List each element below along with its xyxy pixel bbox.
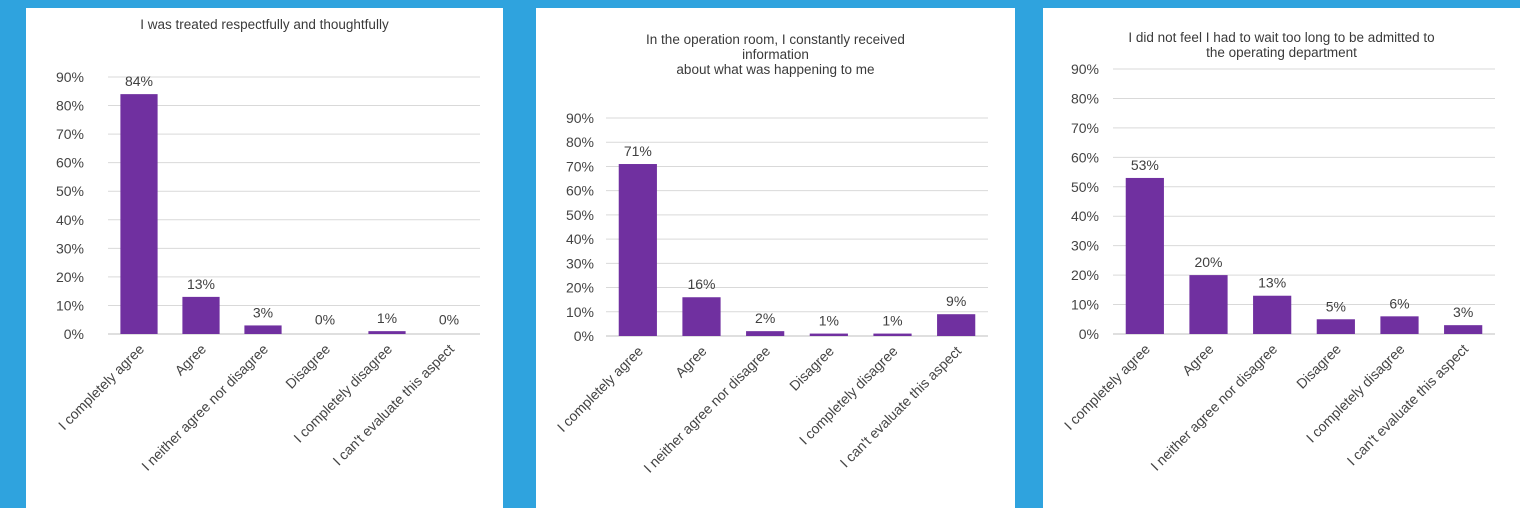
data-label: 71% xyxy=(624,143,652,159)
y-tick-label: 50% xyxy=(56,183,84,199)
data-label: 53% xyxy=(1131,157,1159,173)
y-tick-label: 60% xyxy=(56,155,84,171)
data-label: 1% xyxy=(882,313,902,329)
bar-chart-information: In the operation room, I constantly rece… xyxy=(554,32,988,476)
y-tick-label: 30% xyxy=(56,240,84,256)
data-label: 6% xyxy=(1389,295,1409,311)
x-category-label: I completely agree xyxy=(55,341,147,433)
data-label: 0% xyxy=(315,312,335,328)
data-label: 9% xyxy=(946,293,966,309)
bar-4 xyxy=(1316,319,1355,334)
y-tick-label: 0% xyxy=(1079,326,1099,342)
chart-title-line: information xyxy=(742,47,809,62)
y-tick-label: 50% xyxy=(1071,179,1099,195)
bar-5 xyxy=(1380,316,1419,334)
bar-3 xyxy=(244,325,282,334)
y-tick-label: 40% xyxy=(56,212,84,228)
bar-6 xyxy=(937,314,976,336)
x-category-label: Agree xyxy=(672,343,710,381)
y-tick-label: 70% xyxy=(566,158,594,174)
y-tick-label: 10% xyxy=(566,304,594,320)
data-label: 2% xyxy=(755,310,775,326)
y-tick-label: 80% xyxy=(1071,90,1099,106)
x-category-label: I neither agree nor disagree xyxy=(1147,341,1280,474)
x-category-label: Disagree xyxy=(786,343,837,394)
data-label: 3% xyxy=(1453,304,1473,320)
chart-panel-waiting: I did not feel I had to wait too long to… xyxy=(1043,8,1520,508)
y-tick-label: 30% xyxy=(566,255,594,271)
y-tick-label: 70% xyxy=(1071,120,1099,136)
data-label: 1% xyxy=(377,310,397,326)
y-tick-label: 80% xyxy=(566,134,594,150)
data-label: 13% xyxy=(187,276,215,292)
data-label: 1% xyxy=(819,313,839,329)
bar-1 xyxy=(618,164,657,336)
y-tick-label: 90% xyxy=(566,110,594,126)
y-tick-label: 10% xyxy=(1071,297,1099,313)
y-tick-label: 90% xyxy=(1071,61,1099,77)
data-label: 3% xyxy=(253,304,273,320)
bar-6 xyxy=(1444,325,1483,334)
bar-chart-waiting: I did not feel I had to wait too long to… xyxy=(1061,30,1495,474)
bar-5 xyxy=(873,333,912,336)
bar-2 xyxy=(682,297,721,336)
y-tick-label: 80% xyxy=(56,98,84,114)
x-category-label: I neither agree nor disagree xyxy=(640,343,773,476)
bar-3 xyxy=(1253,295,1292,334)
y-tick-label: 40% xyxy=(1071,208,1099,224)
x-category-label: I can't evaluate this aspect xyxy=(1344,341,1472,469)
data-label: 5% xyxy=(1326,298,1346,314)
y-tick-label: 0% xyxy=(64,326,84,342)
x-category-label: I completely agree xyxy=(554,343,646,435)
y-tick-label: 0% xyxy=(574,328,594,344)
data-label: 13% xyxy=(1258,275,1286,291)
data-label: 0% xyxy=(439,312,459,328)
x-category-label: I neither agree nor disagree xyxy=(138,341,271,474)
bar-2 xyxy=(182,296,220,334)
bar-3 xyxy=(746,331,785,336)
bar-1 xyxy=(120,94,158,334)
x-category-label: I can't evaluate this aspect xyxy=(329,341,457,469)
x-category-label: I can't evaluate this aspect xyxy=(837,343,965,471)
x-category-label: Agree xyxy=(171,341,209,379)
y-tick-label: 20% xyxy=(56,269,84,285)
chart-title-line: the operating department xyxy=(1206,45,1357,60)
y-tick-label: 70% xyxy=(56,126,84,142)
y-tick-label: 90% xyxy=(56,69,84,85)
y-tick-label: 30% xyxy=(1071,238,1099,254)
data-label: 84% xyxy=(125,73,153,89)
bar-5 xyxy=(368,331,406,334)
y-tick-label: 60% xyxy=(1071,149,1099,165)
data-label: 20% xyxy=(1194,254,1222,270)
bar-chart-respect: I was treated respectfully and thoughtfu… xyxy=(55,17,480,474)
y-tick-label: 60% xyxy=(566,183,594,199)
x-category-label: I completely agree xyxy=(1061,341,1153,433)
y-tick-label: 20% xyxy=(1071,267,1099,283)
data-label: 16% xyxy=(687,276,715,292)
chart-title-line: I did not feel I had to wait too long to… xyxy=(1128,30,1434,45)
y-tick-label: 50% xyxy=(566,207,594,223)
x-category-label: Disagree xyxy=(1293,341,1344,392)
bar-2 xyxy=(1189,275,1228,334)
x-category-label: Agree xyxy=(1179,341,1217,379)
chart-title-line: In the operation room, I constantly rece… xyxy=(646,32,905,47)
chart-title-line: about what was happening to me xyxy=(676,62,874,77)
chart-panel-respect: I was treated respectfully and thoughtfu… xyxy=(26,8,503,508)
y-tick-label: 10% xyxy=(56,297,84,313)
chart-title-line: I was treated respectfully and thoughtfu… xyxy=(140,17,389,32)
y-tick-label: 40% xyxy=(566,231,594,247)
bar-1 xyxy=(1125,177,1164,334)
x-category-label: Disagree xyxy=(282,341,333,392)
chart-panel-information: In the operation room, I constantly rece… xyxy=(536,8,1015,508)
bar-4 xyxy=(809,333,848,336)
y-tick-label: 20% xyxy=(566,280,594,296)
